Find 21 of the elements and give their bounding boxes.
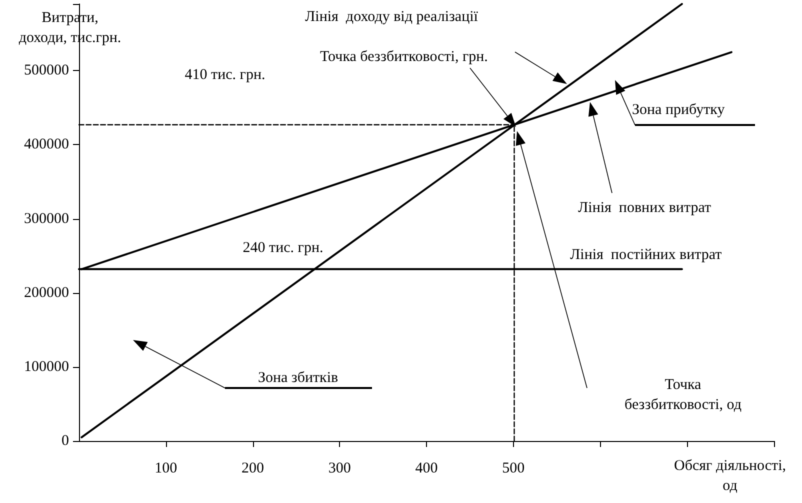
x-tick-label: 200 — [242, 460, 264, 476]
y-tick-label: 200000 — [24, 284, 69, 301]
annotation: Зона прибутку — [632, 102, 726, 118]
x-tick-label: 100 — [154, 460, 178, 476]
y-tick-label: 500000 — [24, 62, 69, 79]
x-tick-label: 300 — [328, 460, 351, 476]
annotation: Лінія доходу від реалізації — [305, 9, 479, 25]
y-tick-label: 300000 — [24, 210, 69, 227]
annotation: 240 тис. грн. — [242, 240, 324, 256]
annotation: Лінія постійних витрат — [570, 247, 722, 263]
annotation: Точка беззбитковості, грн. — [320, 49, 488, 65]
annotation: Зона збитків — [258, 370, 338, 386]
x-tick-label: 500 — [502, 460, 525, 476]
y-tick-label: 0 — [62, 433, 69, 449]
y-tick-label: 100000 — [24, 358, 69, 375]
x-axis-title: Обсяг діяльності, од — [674, 458, 786, 494]
annotation: 410 тис. грн. — [184, 67, 266, 83]
annotation: Лінія повних витрат — [578, 200, 712, 216]
x-tick-label: 400 — [415, 460, 438, 476]
y-tick-label: 400000 — [24, 136, 69, 153]
annotation: Точка беззбитковості, од — [624, 377, 742, 413]
